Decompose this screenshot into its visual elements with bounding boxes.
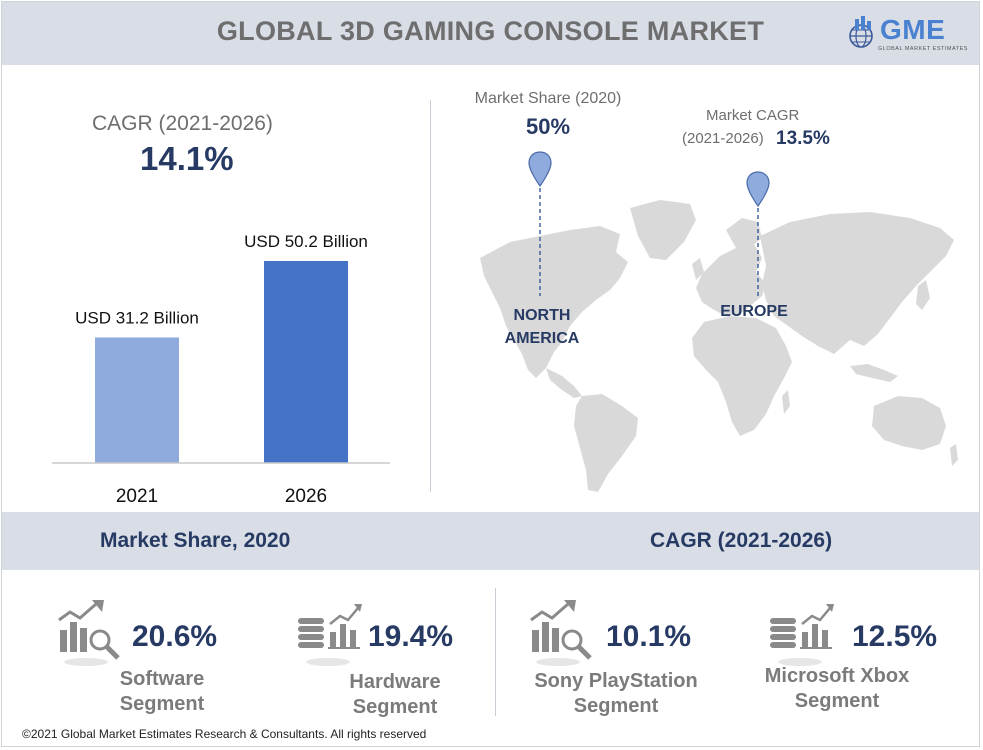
- region-north-america-line1: NORTH: [513, 307, 571, 324]
- playstation-cagr-value: 10.1%: [606, 620, 692, 653]
- coins-chart-icon: [298, 604, 362, 666]
- coins-chart-icon: [770, 604, 834, 666]
- pin-icon-europe: [746, 171, 770, 298]
- map-central-america: [546, 368, 582, 398]
- world-map: [480, 200, 958, 492]
- map-japan: [916, 280, 930, 310]
- bar-chart: USD 31.2 Billion 2021 USD 50.2 Billion 2026: [52, 232, 390, 507]
- map-new-zealand: [950, 444, 958, 466]
- software-segment-line1: Software: [119, 668, 205, 690]
- chart-magnifier-icon: [58, 600, 120, 666]
- map-scandinavia: [726, 218, 762, 248]
- playstation-segment-line1: Sony PlayStation: [534, 670, 698, 692]
- playstation-segment-line2: Segment: [573, 695, 659, 717]
- xbox-cagr-value: 12.5%: [852, 620, 938, 653]
- region-north-america-line2: AMERICA: [504, 330, 580, 347]
- region-north-america: NORTH AMERICA: [492, 304, 592, 350]
- market-share-label: Market Share (2020): [474, 90, 622, 107]
- map-asia: [760, 212, 954, 354]
- hardware-segment-line1: Hardware: [349, 671, 441, 693]
- band-market-share-title: Market Share, 2020: [100, 529, 291, 552]
- globe-icon: [849, 16, 873, 48]
- map-north-america: [480, 226, 628, 378]
- segment-divider: [495, 588, 496, 716]
- vertical-divider: [430, 100, 431, 492]
- hardware-segment-line2: Segment: [352, 696, 438, 718]
- xbox-segment-label: Microsoft Xbox Segment: [754, 664, 920, 714]
- x-tick-2021: 2021: [116, 486, 158, 507]
- map-africa: [692, 316, 792, 436]
- market-cagr-label: Market CAGR: [706, 107, 800, 124]
- map-australia: [872, 396, 946, 450]
- map-greenland: [630, 200, 696, 260]
- hardware-share-value: 19.4%: [368, 620, 454, 653]
- hardware-segment-label: Hardware Segment: [325, 670, 465, 720]
- map-south-america: [574, 394, 638, 492]
- software-segment-label: Software Segment: [92, 667, 232, 717]
- pin-icon-north-america: [528, 151, 552, 296]
- market-share-value: 50%: [525, 114, 571, 139]
- map-uk: [692, 258, 704, 280]
- xbox-segment-line2: Segment: [794, 690, 880, 712]
- data-label-2021: USD 31.2 Billion: [75, 308, 199, 327]
- bar-2026: [264, 261, 348, 463]
- logo-text: GME: [880, 14, 946, 45]
- gme-logo: GME GLOBAL MARKET ESTIMATES: [848, 14, 968, 56]
- cagr-label: CAGR (2021-2026): [92, 112, 273, 135]
- chart-magnifier-icon: [530, 600, 592, 666]
- header-bar: GLOBAL 3D GAMING CONSOLE MARKET GME GLOB…: [2, 2, 979, 65]
- map-madagascar: [782, 390, 790, 414]
- software-share-value: 20.6%: [132, 620, 218, 653]
- region-europe: EUROPE: [720, 303, 788, 320]
- x-tick-2026: 2026: [285, 486, 327, 507]
- bar-2021: [95, 337, 179, 463]
- market-cagr-value: 13.5%: [776, 128, 830, 149]
- data-label-2026: USD 50.2 Billion: [244, 232, 368, 251]
- map-europe: [696, 244, 766, 316]
- playstation-segment-label: Sony PlayStation Segment: [528, 669, 704, 719]
- software-segment-line2: Segment: [119, 693, 205, 715]
- market-cagr-period: (2021-2026): [682, 130, 764, 147]
- logo-subtext: GLOBAL MARKET ESTIMATES: [878, 46, 968, 52]
- page-title: GLOBAL 3D GAMING CONSOLE MARKET: [216, 16, 765, 46]
- cagr-value: 14.1%: [140, 140, 234, 177]
- xbox-segment-line1: Microsoft Xbox: [764, 665, 910, 687]
- footer-copyright: ©2021 Global Market Estimates Research &…: [22, 727, 427, 741]
- band-cagr-title: CAGR (2021-2026): [650, 529, 833, 552]
- section-band: [2, 512, 979, 570]
- map-indonesia: [850, 364, 898, 382]
